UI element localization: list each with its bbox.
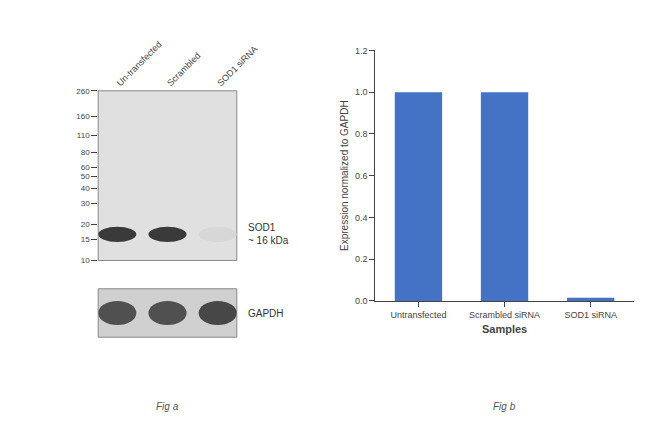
svg-text:0.4: 0.4 — [355, 213, 368, 223]
svg-text:0.0: 0.0 — [355, 296, 368, 306]
svg-text:30: 30 — [81, 199, 90, 208]
svg-text:110: 110 — [77, 131, 90, 140]
svg-text:1.2: 1.2 — [355, 46, 368, 56]
svg-text:Untransfected: Untransfected — [390, 310, 446, 320]
svg-text:Scrambled siRNA: Scrambled siRNA — [469, 310, 540, 320]
svg-text:Fig b: Fig b — [493, 401, 516, 412]
svg-text:Un-transfected: Un-transfected — [115, 39, 164, 88]
svg-text:Expression normalized to GAPDH: Expression normalized to GAPDH — [339, 100, 350, 251]
svg-text:SOD1~ 16 kDa: SOD1~ 16 kDa — [248, 222, 289, 246]
svg-text:15: 15 — [81, 235, 90, 244]
svg-text:0.2: 0.2 — [355, 254, 368, 264]
svg-text:10: 10 — [81, 256, 90, 265]
svg-text:GAPDH: GAPDH — [248, 308, 284, 319]
svg-text:50: 50 — [81, 172, 90, 181]
svg-text:260: 260 — [76, 87, 90, 96]
svg-text:40: 40 — [81, 184, 90, 193]
svg-text:80: 80 — [81, 148, 90, 157]
svg-text:160: 160 — [76, 112, 90, 121]
svg-text:Samples: Samples — [482, 323, 527, 335]
svg-text:0.8: 0.8 — [355, 129, 368, 139]
svg-text:1.0: 1.0 — [355, 87, 368, 97]
svg-text:60: 60 — [81, 163, 90, 172]
svg-text:SOD1 siRNA: SOD1 siRNA — [564, 310, 617, 320]
svg-text:Fig a: Fig a — [156, 401, 179, 412]
svg-text:Scrambled: Scrambled — [165, 51, 202, 88]
svg-text:20: 20 — [81, 220, 90, 229]
svg-text:SOD1 siRNA: SOD1 siRNA — [215, 44, 259, 88]
svg-text:0.6: 0.6 — [355, 171, 368, 181]
